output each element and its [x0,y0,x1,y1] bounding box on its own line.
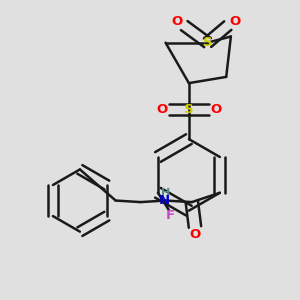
Text: S: S [184,103,194,116]
Text: H: H [161,188,170,198]
Text: S: S [203,36,212,49]
Text: O: O [172,15,183,28]
Text: O: O [156,103,167,116]
Text: O: O [189,228,201,241]
Text: F: F [166,209,175,222]
Text: O: O [229,15,240,28]
Text: N: N [158,194,169,207]
Text: O: O [210,103,222,116]
